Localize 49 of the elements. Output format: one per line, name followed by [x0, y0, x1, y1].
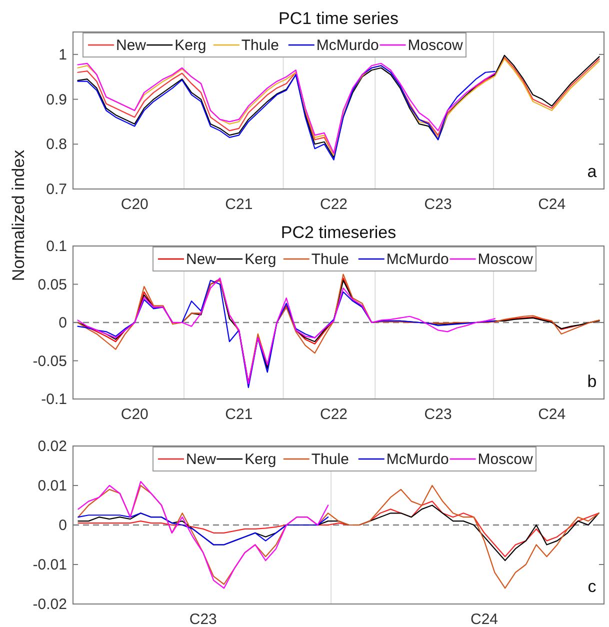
y-tick-label: 0.01	[38, 478, 67, 494]
y-axis-title: Normalized index	[9, 149, 28, 282]
y-tick-label: 0.9	[46, 91, 67, 108]
chart-title: PC2 timeseries	[280, 223, 396, 242]
legend-label: Moscow	[478, 451, 533, 468]
x-tick-label: C21	[225, 196, 253, 213]
x-tick-label: C24	[538, 196, 566, 213]
legend-label: Moscow	[478, 251, 533, 268]
line-series	[78, 481, 329, 589]
annotation: b	[587, 372, 597, 391]
x-tick-label: C22	[320, 406, 348, 423]
legend-label: McMurdo	[386, 451, 449, 468]
legend-label: Thule	[311, 451, 349, 468]
x-tick-label: C20	[120, 196, 148, 213]
y-tick-label: 0	[58, 314, 67, 332]
legend-label: New	[186, 251, 216, 268]
y-tick-label: -0.02	[32, 596, 67, 613]
legend-label: Kerg	[174, 37, 206, 54]
y-tick-label: -0.01	[32, 556, 67, 574]
x-tick-label: C20	[120, 406, 148, 423]
legend-label: Thule	[311, 251, 349, 268]
y-tick-label: 0.02	[38, 438, 67, 455]
legend-label: McMurdo	[316, 37, 379, 54]
y-tick-label: -0.05	[32, 352, 67, 370]
x-tick-label: C23	[424, 196, 452, 213]
x-tick-label: C23	[189, 611, 217, 627]
legend-label: New	[116, 37, 146, 54]
y-tick-label: 1	[58, 46, 67, 64]
line-series	[78, 512, 329, 546]
y-tick-label: -0.1	[41, 391, 67, 408]
y-tick-label: 0.1	[46, 238, 67, 255]
x-tick-label: C24	[470, 611, 498, 627]
y-tick-label: 0.05	[38, 276, 67, 294]
y-tick-label: 0.7	[46, 181, 67, 198]
chart-title: PC1 time series	[278, 9, 398, 28]
x-tick-label: C22	[320, 196, 348, 213]
legend-label: McMurdo	[386, 251, 449, 268]
annotation: a	[587, 162, 598, 181]
legend-label: Thule	[241, 37, 279, 54]
legend-label: Kerg	[244, 251, 276, 268]
x-tick-label: C24	[538, 406, 566, 423]
legend-label: Kerg	[244, 451, 276, 468]
legend-label: New	[186, 451, 216, 468]
y-tick-label: 0.8	[46, 136, 67, 154]
legend-label: Moscow	[408, 37, 463, 54]
x-tick-label: C23	[424, 406, 452, 423]
x-tick-label: C21	[225, 406, 253, 423]
y-tick-label: 0	[58, 517, 67, 534]
annotation: c	[588, 577, 597, 596]
